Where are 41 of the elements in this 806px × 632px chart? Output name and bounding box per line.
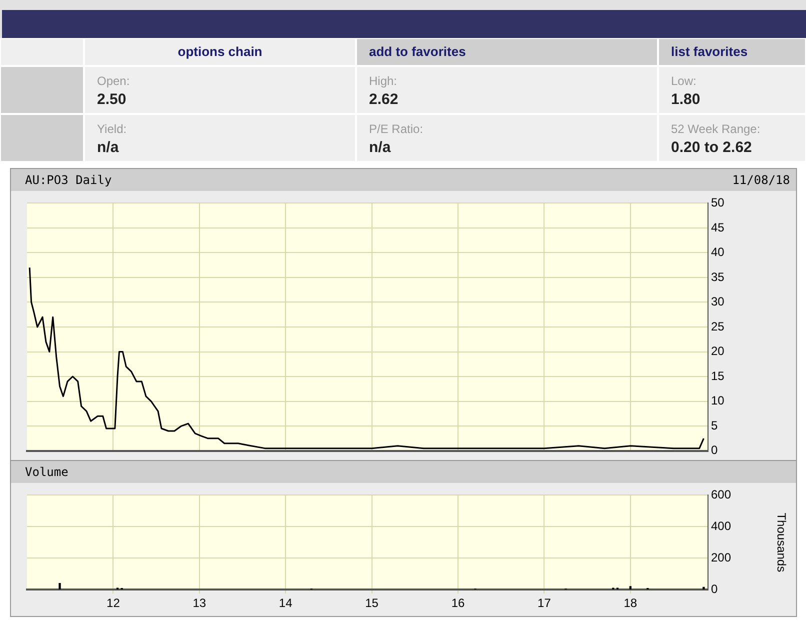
text: add to favorites [356, 38, 658, 66]
text: n/a [97, 139, 120, 156]
text: Yield: [97, 122, 128, 136]
y-tick-label: 25 [711, 319, 725, 334]
text: 1.80 [671, 91, 702, 108]
x-tick-label: 18 [624, 596, 638, 610]
chart-title: AU:PO3 Daily [25, 173, 112, 187]
y-tick-label: 20 [711, 344, 725, 358]
text: 11/08/18 [732, 173, 790, 187]
y-tick-label: 30 [711, 294, 725, 309]
y-tick-label: 15 [711, 368, 725, 383]
x-tick-label: 14 [278, 596, 293, 610]
text: High: [369, 74, 398, 88]
text: options chain [84, 38, 356, 66]
y-tick-label: 400 [711, 518, 732, 533]
x-tick-label: 17 [538, 596, 552, 610]
x-tick-label: 15 [365, 596, 379, 610]
y-tick-label: 35 [711, 270, 725, 284]
text: 2.50 [97, 91, 128, 108]
text: P/E Ratio: [369, 122, 424, 136]
y-tick-label: 200 [711, 550, 732, 564]
text: 52 Week Range: [671, 122, 762, 136]
y-tick-label: 50 [711, 196, 725, 210]
y-tick-label: 0 [711, 582, 718, 596]
y-tick-label: 5 [711, 418, 718, 432]
y-tick-label: 45 [711, 220, 725, 234]
text: Low: [671, 74, 698, 88]
x-tick-label: 13 [192, 596, 206, 610]
y-tick-label: 40 [711, 245, 725, 260]
text: n/a [369, 139, 392, 156]
x-tick-label: 16 [451, 596, 466, 610]
chart-title: Volume [25, 465, 68, 479]
y-tick-label: 10 [711, 394, 725, 408]
y-tick-label: 600 [711, 488, 732, 502]
y-tick-label: 0 [711, 443, 718, 458]
text: Open: [97, 74, 131, 88]
y-axis-title: Thousands [774, 512, 788, 572]
text: list favorites [658, 38, 806, 66]
text: 0.20 to 2.62 [671, 139, 753, 156]
text: 2.62 [369, 91, 400, 108]
x-tick-label: 12 [106, 596, 120, 610]
